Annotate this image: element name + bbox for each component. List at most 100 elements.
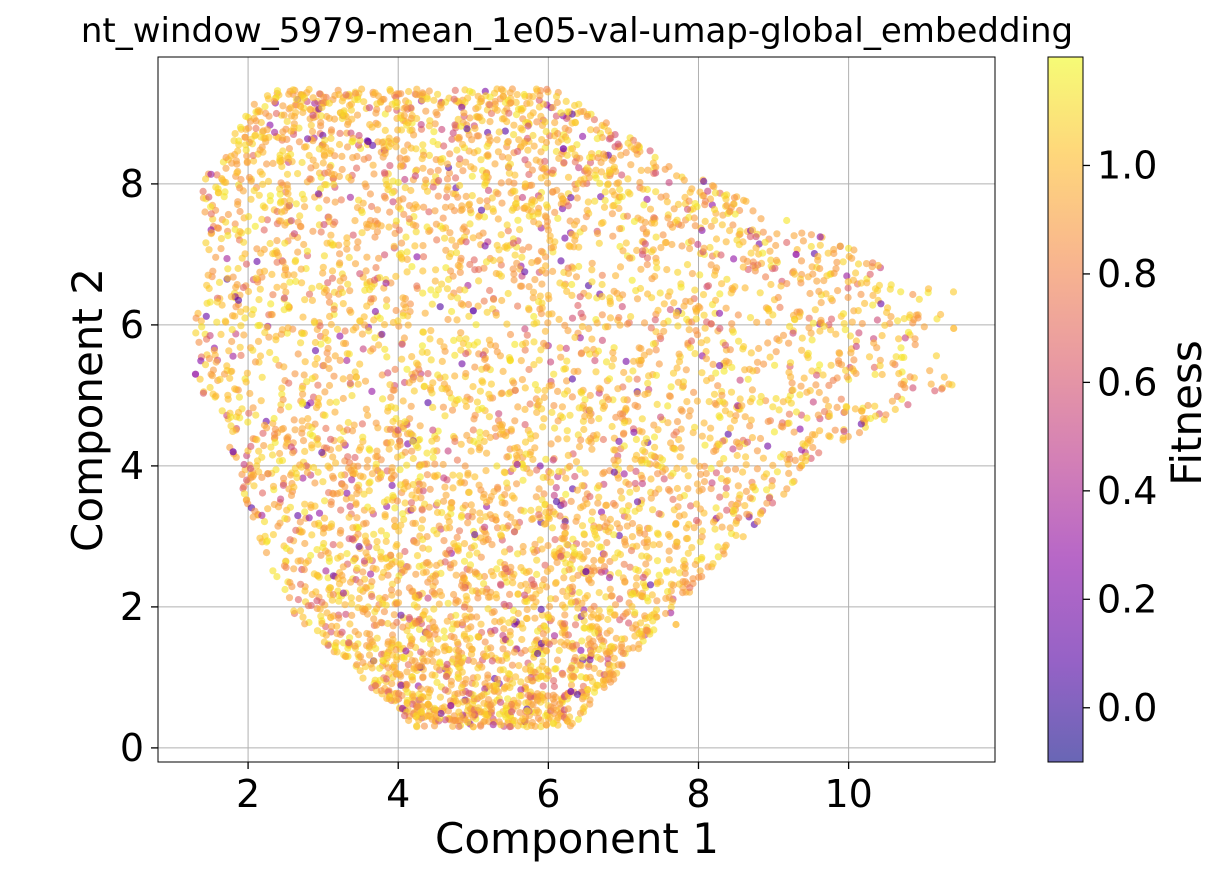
scatter-point — [707, 464, 715, 473]
scatter-point — [657, 244, 665, 252]
scatter-point — [330, 305, 338, 313]
scatter-point — [454, 673, 462, 681]
scatter-point — [436, 693, 444, 701]
scatter-point — [637, 216, 645, 224]
scatter-point — [620, 470, 628, 478]
scatter-point — [355, 594, 363, 603]
scatter-point — [314, 401, 323, 409]
scatter-point — [280, 363, 288, 371]
scatter-point — [664, 402, 672, 410]
scatter-point — [303, 247, 311, 255]
scatter-point — [420, 203, 428, 211]
scatter-point — [757, 215, 765, 223]
scatter-point — [380, 608, 388, 616]
scatter-point — [353, 111, 362, 119]
scatter-point — [448, 307, 456, 316]
scatter-point — [417, 494, 425, 502]
scatter-point — [335, 444, 343, 452]
scatter-point — [360, 155, 368, 163]
scatter-point — [720, 455, 728, 463]
scatter-point — [491, 104, 499, 112]
scatter-point — [583, 547, 592, 555]
scatter-point — [525, 283, 533, 291]
scatter-point — [551, 119, 559, 127]
scatter-point — [910, 316, 918, 324]
scatter-point — [825, 381, 833, 389]
scatter-point — [455, 653, 463, 661]
scatter-point — [871, 412, 880, 420]
scatter-point — [575, 443, 584, 451]
scatter-point — [549, 719, 558, 727]
scatter-point — [425, 87, 433, 95]
scatter-point — [420, 722, 428, 730]
scatter-point — [523, 614, 531, 623]
scatter-point — [649, 506, 657, 514]
scatter-point — [205, 246, 213, 254]
scatter-point — [395, 322, 403, 330]
scatter-point — [432, 266, 440, 274]
scatter-point — [692, 315, 700, 323]
scatter-point — [324, 336, 332, 344]
scatter-point — [655, 360, 663, 368]
scatter-point — [271, 425, 279, 433]
scatter-point — [532, 156, 540, 164]
scatter-point — [342, 610, 350, 618]
scatter-point — [253, 257, 261, 266]
scatter-point — [247, 442, 255, 450]
scatter-point — [550, 491, 558, 499]
scatter-point — [696, 567, 704, 575]
scatter-point — [920, 323, 928, 331]
scatter-point — [835, 359, 843, 367]
scatter-point — [646, 205, 655, 213]
scatter-point — [539, 682, 547, 690]
scatter-point — [580, 610, 588, 618]
scatter-point — [553, 98, 561, 107]
scatter-point — [535, 485, 543, 493]
scatter-point — [667, 383, 675, 391]
scatter-point — [277, 495, 285, 503]
scatter-point — [586, 656, 594, 664]
scatter-point — [637, 592, 645, 600]
scatter-point — [595, 606, 603, 615]
scatter-point — [644, 568, 652, 576]
scatter-point — [583, 346, 591, 354]
scatter-point — [195, 338, 203, 346]
scatter-point — [700, 462, 709, 470]
scatter-point — [735, 514, 743, 522]
scatter-point — [557, 353, 565, 361]
scatter-point — [448, 135, 456, 143]
scatter-point — [665, 547, 673, 555]
scatter-point — [277, 208, 286, 216]
scatter-point — [336, 332, 344, 340]
scatter-point — [343, 489, 351, 497]
scatter-point — [691, 423, 699, 431]
scatter-point — [302, 559, 310, 567]
scatter-point — [454, 294, 462, 302]
scatter-point — [876, 362, 884, 370]
scatter-point — [346, 193, 354, 201]
scatter-point — [722, 357, 730, 365]
scatter-point — [425, 208, 433, 216]
scatter-point — [530, 320, 538, 328]
scatter-point — [385, 223, 393, 231]
scatter-point — [581, 396, 589, 404]
scatter-point — [403, 699, 411, 708]
scatter-point — [309, 227, 317, 235]
scatter-point — [380, 169, 389, 177]
scatter-point — [560, 390, 569, 398]
scatter-point — [433, 508, 442, 517]
scatter-point — [889, 359, 897, 367]
scatter-point — [563, 151, 571, 159]
scatter-point — [602, 119, 610, 127]
scatter-point — [863, 279, 871, 287]
scatter-point — [526, 430, 534, 438]
scatter-point — [581, 469, 589, 477]
scatter-point — [457, 329, 465, 337]
scatter-point — [365, 445, 373, 453]
scatter-point — [304, 602, 312, 610]
scatter-point — [852, 337, 861, 345]
scatter-point — [567, 497, 575, 505]
scatter-point — [640, 351, 648, 359]
scatter-point — [622, 404, 630, 412]
scatter-point — [757, 392, 765, 401]
